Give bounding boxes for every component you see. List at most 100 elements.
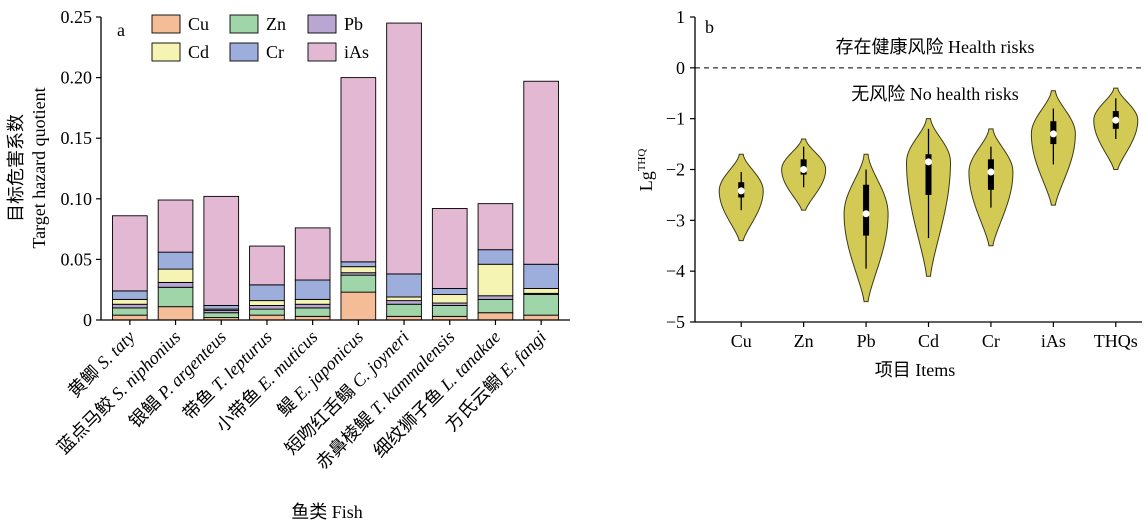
bar-ias-4 — [249, 245, 285, 286]
y-tick-group: −5 −4 −3 −2 −1 0 1 — [666, 7, 695, 332]
y-tick-label: 0.20 — [61, 68, 93, 88]
bar-cu-6 — [340, 291, 377, 321]
legend-label-cd: Cd — [188, 42, 209, 62]
bar-cr-6 — [340, 261, 377, 268]
violin-median-cr — [987, 168, 995, 176]
bar-ias-6 — [340, 77, 377, 263]
bar-series-group — [112, 22, 559, 321]
bar-cr-3 — [203, 305, 240, 310]
legend: Cu Zn Pb Cd Cr iAs — [151, 14, 369, 62]
y-tick-label: 1 — [676, 7, 685, 27]
panel-label-b: b — [705, 17, 714, 37]
bar-cu-10 — [523, 314, 559, 321]
bar-pb-5 — [294, 303, 331, 309]
bar-zn-10 — [523, 294, 559, 316]
bar-cu-9 — [477, 312, 514, 321]
bar-zn-1 — [112, 307, 148, 316]
bar-cu-1 — [112, 314, 148, 321]
y-tick-label: −2 — [666, 160, 685, 180]
panel-label-a: a — [117, 20, 125, 40]
bar-zn-7 — [386, 303, 422, 317]
legend-label-pb: Pb — [344, 14, 363, 34]
x-axis-label: 项目 Items — [875, 360, 956, 380]
y-tick-group: 0 0.05 0.10 0.15 0.20 0.25 — [61, 7, 101, 330]
bar-zn-5 — [294, 307, 331, 317]
y-tick-label: −3 — [666, 210, 685, 230]
legend-swatch-cd — [151, 42, 181, 62]
bar-ias-10 — [523, 80, 559, 265]
y-axis-label-superscript: THQ — [636, 149, 648, 172]
x-axis-label: 鱼类 Fish — [291, 502, 363, 522]
x-tick-group: Cu Zn Pb Cd Cr iAs THQs — [731, 322, 1138, 351]
violin-iqr-pb — [863, 184, 870, 236]
violin-median-ias — [1049, 130, 1057, 138]
bar-cd-4 — [249, 300, 285, 306]
bar-ias-2 — [157, 199, 194, 253]
x-tick-label-ias: iAs — [1041, 331, 1066, 351]
bar-zn-3 — [203, 312, 240, 319]
bar-cd-6 — [340, 266, 377, 274]
violin-group — [718, 87, 1139, 303]
bar-cd-5 — [294, 298, 331, 305]
bar-pb-9 — [477, 295, 514, 300]
x-tick-label-cu: Cu — [731, 331, 752, 351]
bar-cd-1 — [112, 298, 148, 305]
bar-cr-2 — [157, 251, 194, 270]
bar-ias-5 — [294, 227, 331, 281]
bar-ias-8 — [431, 208, 468, 289]
bar-pb-2 — [157, 281, 194, 288]
bar-cd-7 — [386, 296, 422, 302]
x-tick-label-sci: E. fangi — [495, 327, 550, 382]
annotation-no-health-risks: 无风险 No health risks — [851, 84, 1018, 104]
bar-pb-4 — [249, 305, 285, 310]
y-tick-label: 0.15 — [61, 128, 93, 148]
bar-zn-2 — [157, 286, 194, 308]
bar-cr-10 — [523, 263, 559, 289]
y-tick-label: −5 — [666, 312, 685, 332]
annotation-health-risks: 存在健康风险 Health risks — [836, 37, 1035, 57]
y-tick-label: 0.25 — [61, 7, 93, 27]
bar-zn-6 — [340, 274, 377, 293]
panel-b-violin-chart: −5 −4 −3 −2 −1 0 1 Cu Zn Pb Cd Cr iAs THQs b 存在健康风险 … — [636, 7, 1142, 380]
y-tick-label: 0 — [676, 58, 685, 78]
bar-cr-4 — [249, 284, 285, 302]
bar-cr-1 — [112, 290, 148, 300]
y-tick-label: 0.10 — [61, 189, 93, 209]
bar-zn-9 — [477, 298, 514, 314]
legend-swatch-pb — [307, 14, 337, 34]
x-tick-label-cn: 蓝点马鲛 — [53, 390, 121, 458]
bar-zn-4 — [249, 308, 285, 316]
bar-ias-1 — [112, 215, 148, 292]
bar-cr-8 — [431, 288, 468, 295]
bar-pb-7 — [386, 300, 422, 305]
legend-label-cr: Cr — [266, 42, 284, 62]
y-axis-label-base: Lg — [636, 171, 656, 191]
x-tick-label-cr: Cr — [982, 331, 1000, 351]
y-axis-label-cn: 目标危害系数 — [6, 114, 26, 222]
bar-zn-8 — [431, 305, 468, 317]
bar-cr-7 — [386, 273, 422, 298]
bar-pb-1 — [112, 303, 148, 309]
violin-iqr-cd — [925, 154, 932, 195]
violin-median-pb — [862, 210, 870, 218]
x-tick-label-pb: Pb — [857, 331, 876, 351]
x-tick-label-zn: Zn — [794, 331, 814, 351]
y-axis-label: LgTHQ — [636, 149, 656, 192]
legend-label-ias: iAs — [344, 42, 369, 62]
x-tick-label-thqs: THQs — [1094, 331, 1138, 351]
bar-cd-8 — [431, 294, 468, 304]
bar-ias-3 — [203, 195, 240, 306]
legend-swatch-ias — [307, 42, 337, 62]
legend-swatch-cu — [151, 14, 181, 34]
legend-swatch-zn — [229, 14, 259, 34]
legend-label-cu: Cu — [188, 14, 209, 34]
y-tick-label: −1 — [666, 109, 685, 129]
bar-cr-5 — [294, 279, 331, 300]
y-tick-label: 0 — [83, 310, 92, 330]
violin-median-thqs — [1112, 116, 1120, 124]
y-tick-label: −4 — [666, 261, 685, 281]
bar-cd-9 — [477, 263, 514, 297]
